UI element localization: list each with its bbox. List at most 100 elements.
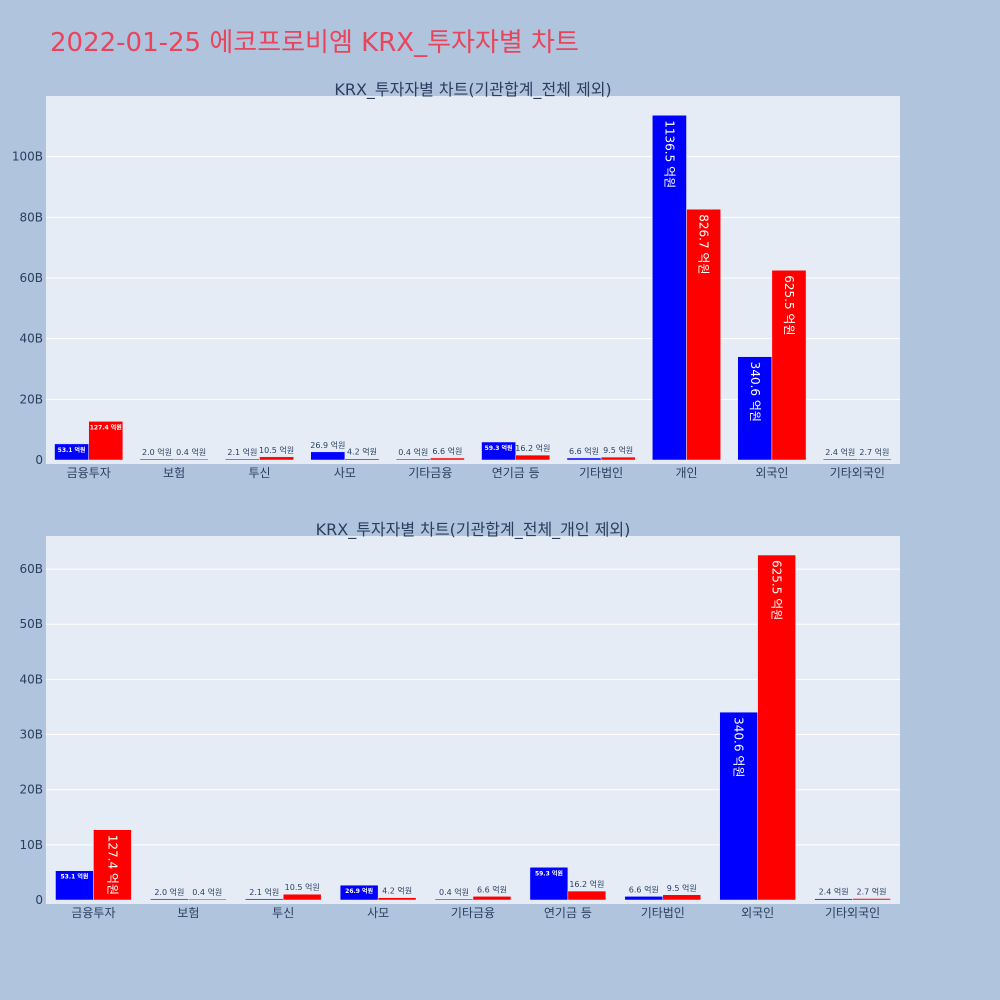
- bar-buy: [652, 115, 687, 461]
- x-tick-label: 기타외국인: [830, 466, 885, 480]
- x-tick-label: 투신: [272, 906, 294, 920]
- x-tick-label: 사모: [334, 466, 356, 480]
- bar-buy: [566, 457, 602, 461]
- bar-buy: [139, 458, 175, 461]
- bar-sell: [173, 458, 209, 461]
- bar-buy: [55, 870, 94, 901]
- data-label: 10.5 억원: [285, 882, 320, 892]
- data-label: 9.5 억원: [667, 883, 697, 893]
- bar-sell: [188, 898, 227, 901]
- bar-sell: [344, 458, 380, 461]
- data-label: 0.4 억원: [439, 887, 469, 897]
- x-tick-label: 보험: [177, 906, 199, 920]
- data-label: 26.9 억원: [310, 440, 345, 450]
- x-tick-label: 연기금 등: [544, 906, 592, 920]
- bar-buy: [395, 458, 431, 461]
- data-label: 0.4 억원: [192, 887, 222, 897]
- y-tick-label: 100B: [12, 150, 43, 164]
- x-tick-label: 기타금융: [408, 466, 452, 480]
- bar-buy: [737, 356, 773, 461]
- bar-sell: [857, 458, 892, 461]
- bar-buy: [481, 441, 516, 461]
- bar-buy: [624, 896, 664, 901]
- y-tick-label: 0: [35, 893, 43, 907]
- bar-sell: [377, 897, 417, 901]
- data-label: 625.5 억원: [770, 560, 784, 620]
- bar-sell: [662, 894, 701, 901]
- data-label: 2.4 억원: [825, 447, 855, 457]
- x-tick-label: 금융투자: [71, 906, 115, 920]
- bar-sell: [472, 896, 512, 901]
- bar-buy: [814, 898, 853, 901]
- chart-1: 0 20B 40B 60B 80B 100B KRX_투자자별 차트(기관합계_전체 제외)…: [12, 80, 900, 480]
- bar-buy: [434, 898, 474, 901]
- bar-buy: [719, 711, 758, 901]
- data-label: 2.1 억원: [227, 447, 257, 457]
- data-label: 127.4 억원: [90, 423, 122, 431]
- data-label: 1136.5 억원: [662, 120, 676, 188]
- y-tick-label: 0: [35, 453, 43, 467]
- data-label: 6.6 억원: [432, 446, 462, 456]
- bar-sell: [757, 554, 796, 901]
- data-label: 625.5 억원: [782, 275, 796, 335]
- bar-buy: [339, 884, 379, 901]
- data-label: 826.7 억원: [697, 214, 711, 274]
- bar-buy: [822, 458, 858, 461]
- data-label: 4.2 억원: [382, 886, 412, 896]
- x-tick-label: 보험: [163, 466, 185, 480]
- data-label: 6.6 억원: [477, 884, 507, 894]
- data-label: 2.7 억원: [857, 887, 887, 897]
- bar-sell: [93, 829, 132, 901]
- x-tick-label: 기타외국인: [825, 906, 880, 920]
- x-tick-label: 기타법인: [579, 466, 623, 480]
- data-label: 0.4 억원: [398, 447, 428, 457]
- data-label: 26.9 억원: [345, 887, 373, 895]
- bar-sell: [515, 454, 551, 461]
- data-label: 127.4 억원: [105, 835, 119, 895]
- y-tick-label: 80B: [19, 210, 43, 224]
- page-title: 2022-01-25 에코프로비엠 KRX_투자자별 차트: [50, 28, 579, 58]
- data-label: 10.5 억원: [259, 445, 294, 455]
- x-tick-label: 사모: [367, 906, 389, 920]
- bar-buy: [310, 451, 346, 461]
- bar-sell: [771, 270, 807, 461]
- x-tick-label: 기타법인: [641, 906, 685, 920]
- x-tick-label: 외국인: [741, 906, 774, 920]
- data-label: 4.2 억원: [347, 447, 377, 457]
- y-tick-label: 10B: [19, 838, 43, 852]
- x-tick-label: 기타금융: [451, 906, 495, 920]
- data-label: 0.4 억원: [176, 447, 206, 457]
- y-tick-label: 40B: [19, 332, 43, 346]
- data-label: 340.6 억원: [748, 362, 762, 422]
- data-label: 6.6 억원: [569, 446, 599, 456]
- y-tick-label: 20B: [19, 783, 43, 797]
- bar-buy: [245, 898, 284, 901]
- data-label: 2.1 억원: [249, 887, 279, 897]
- chart-2: 0 10B 20B 30B 40B 50B 60B KRX_투자자별 차트(기관합계_전체_개…: [19, 520, 900, 920]
- bar-sell: [686, 208, 721, 461]
- data-label: 6.6 억원: [629, 884, 659, 894]
- bar-sell: [88, 421, 124, 461]
- data-label: 340.6 억원: [732, 717, 746, 777]
- bar-sell: [259, 456, 294, 461]
- x-tick-label: 금융투자: [67, 466, 111, 480]
- y-tick-label: 20B: [19, 392, 43, 406]
- chart-title: KRX_투자자별 차트(기관합계_전체_개인 제외): [316, 520, 631, 540]
- y-tick-label: 30B: [19, 728, 43, 742]
- y-tick-label: 40B: [19, 672, 43, 686]
- bar-sell: [567, 890, 607, 901]
- data-label: 9.5 억원: [603, 445, 633, 455]
- y-tick-label: 60B: [19, 271, 43, 285]
- y-tick-label: 60B: [19, 562, 43, 576]
- x-tick-label: 외국인: [755, 466, 788, 480]
- data-label: 2.0 억원: [154, 887, 184, 897]
- bar-sell: [430, 457, 465, 461]
- data-label: 53.1 억원: [60, 873, 88, 881]
- data-label: 2.4 억원: [819, 887, 849, 897]
- bar-buy: [150, 898, 189, 901]
- data-label: 2.0 억원: [142, 447, 172, 457]
- data-label: 2.7 억원: [859, 447, 889, 457]
- data-label: 53.1 억원: [58, 446, 86, 454]
- y-tick-label: 50B: [19, 617, 43, 631]
- data-label: 16.2 억원: [569, 879, 604, 889]
